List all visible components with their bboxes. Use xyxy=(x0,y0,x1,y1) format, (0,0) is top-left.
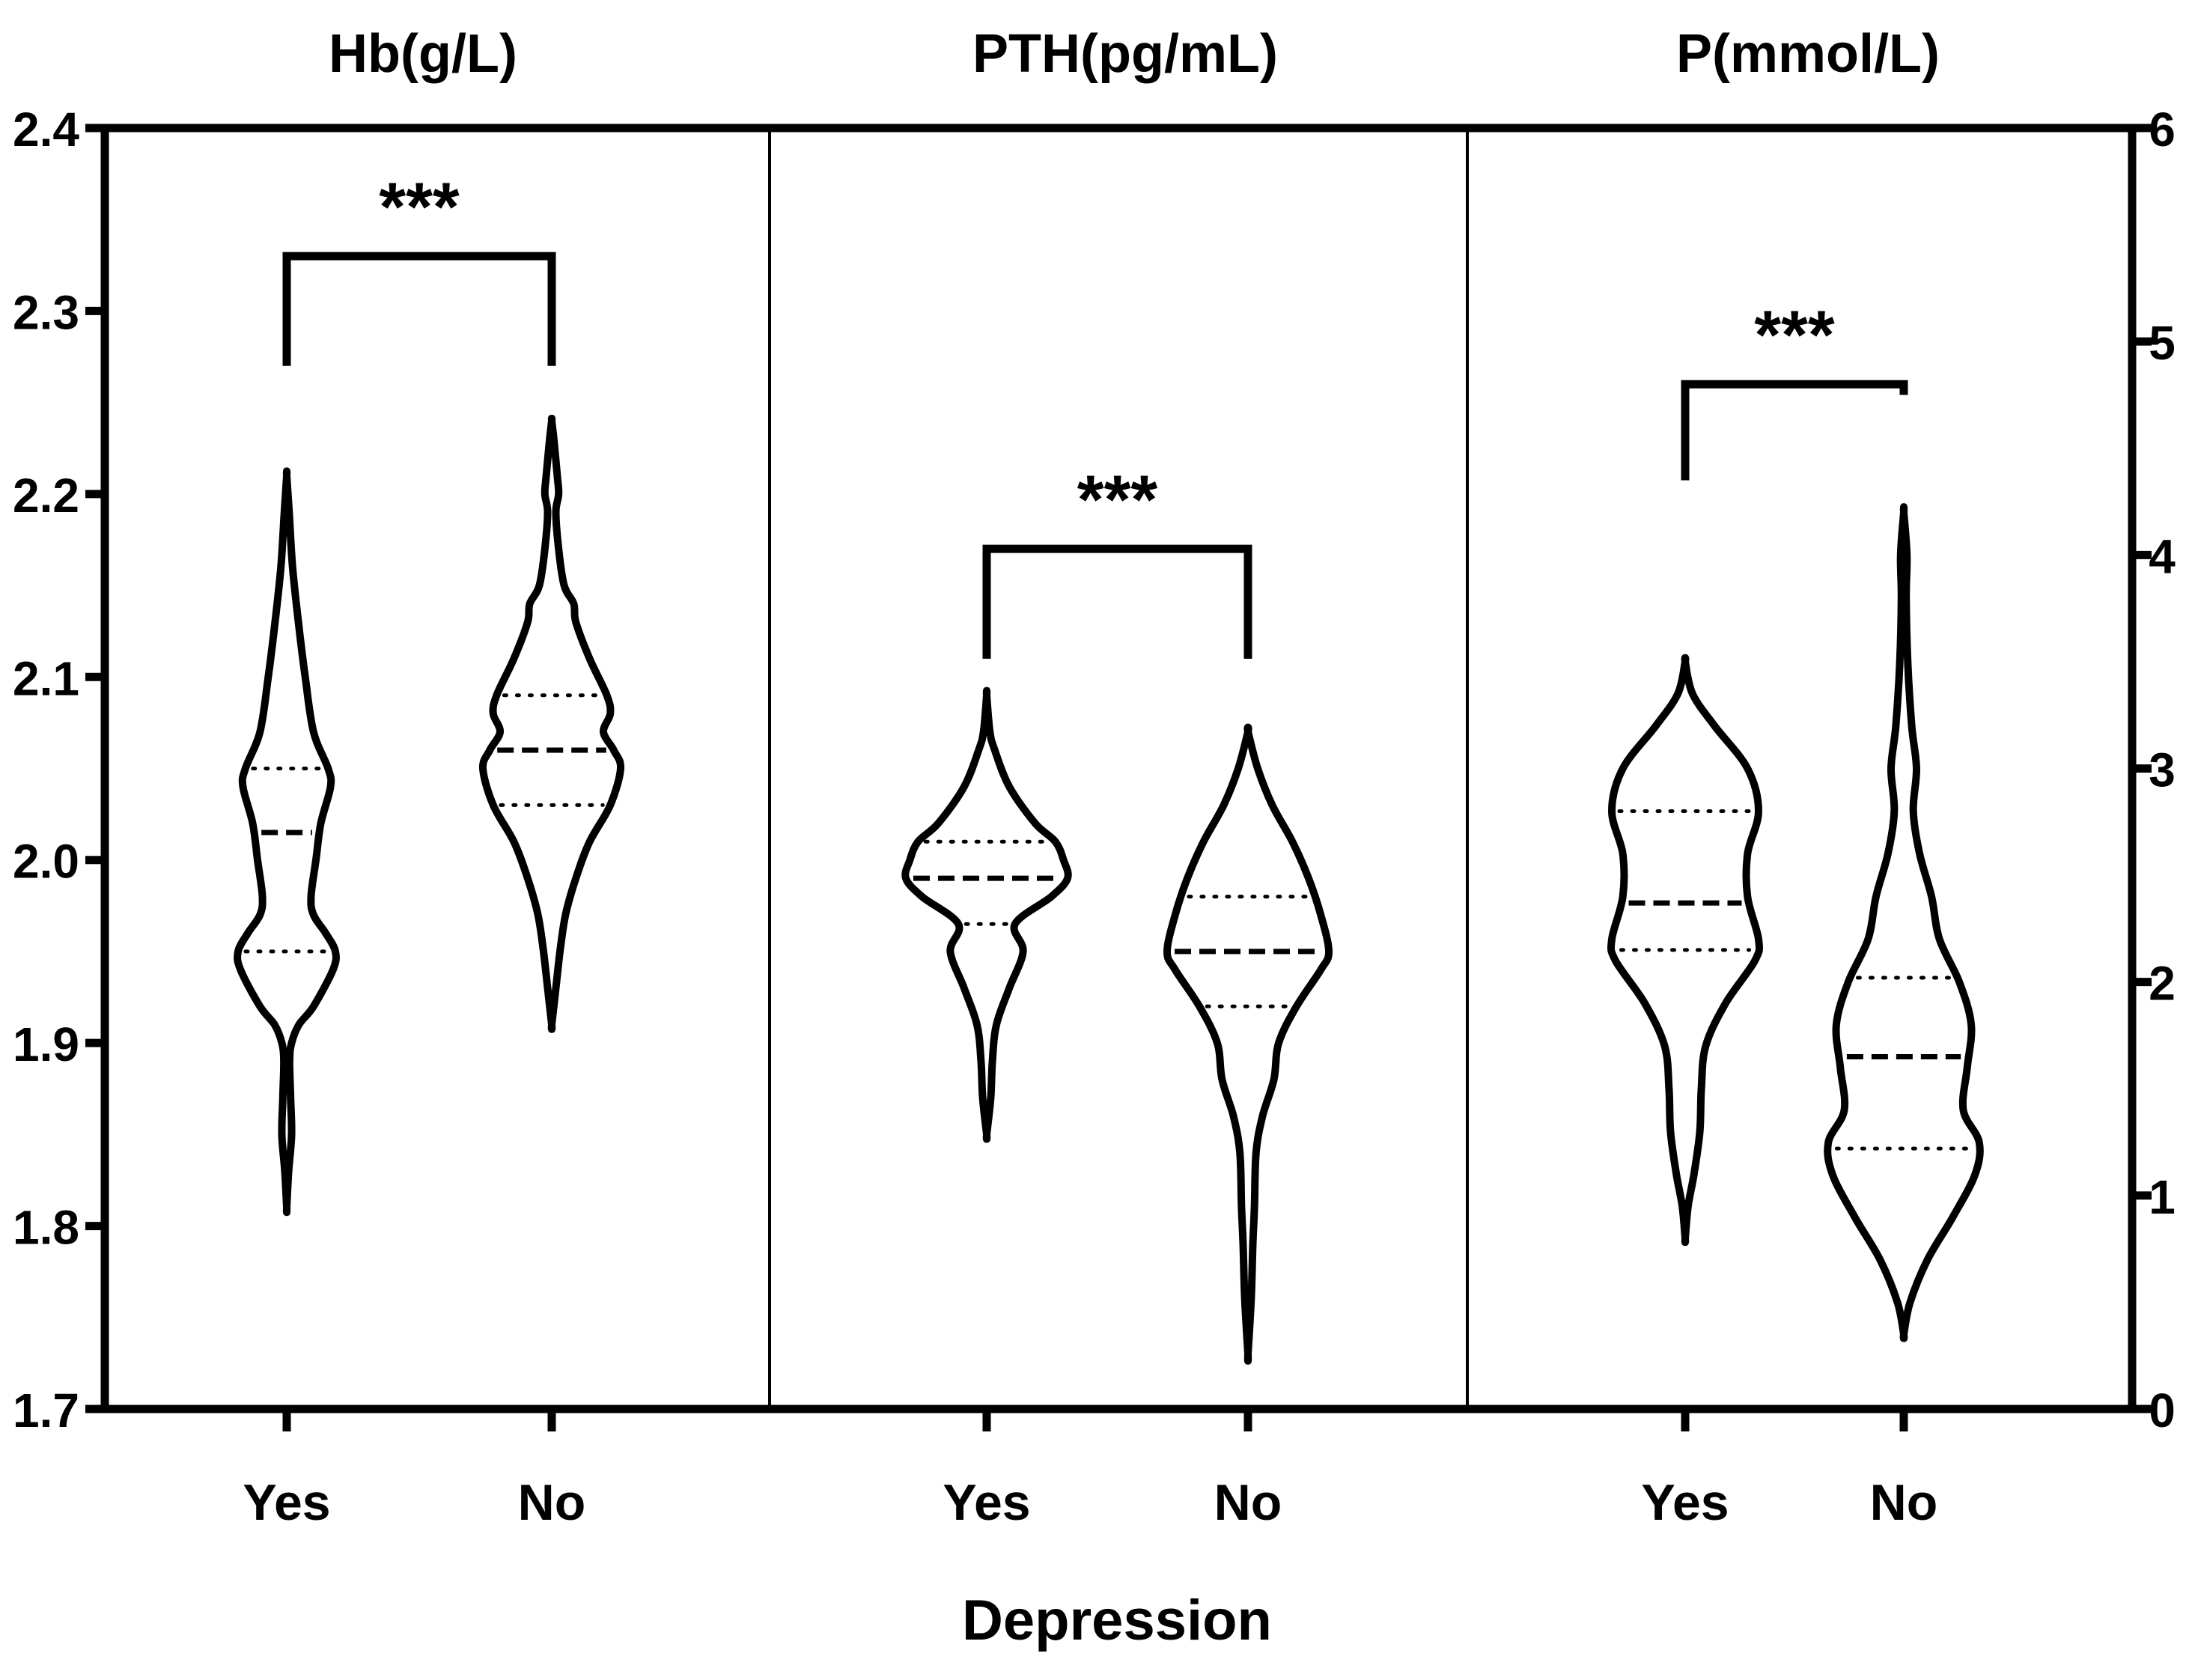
left-axis-tick-label: 1.9 xyxy=(13,1017,79,1071)
left-axis-tick-label: 2.3 xyxy=(13,285,79,339)
left-axis-tick-label: 2.1 xyxy=(13,651,79,705)
violin-no xyxy=(1163,723,1333,1365)
significance-stars: *** xyxy=(1754,297,1835,374)
violin-yes xyxy=(234,467,340,1217)
panel-title: PTH(pg/mL) xyxy=(972,24,1278,84)
right-axis-tick-label: 1 xyxy=(2149,1170,2176,1224)
left-axis-tick-label: 1.8 xyxy=(13,1201,79,1255)
x-tick-label: Yes xyxy=(943,1474,1030,1531)
x-tick-label: No xyxy=(1870,1474,1938,1531)
significance-stars: *** xyxy=(1077,462,1158,538)
x-tick-label: No xyxy=(518,1474,586,1531)
significance-bracket xyxy=(982,544,1252,659)
violin-no xyxy=(1824,503,1984,1342)
significance-bracket xyxy=(282,252,556,366)
panel-title: Hb(g/L) xyxy=(329,24,517,84)
x-axis-title: Depression xyxy=(962,1589,1272,1652)
significance-bracket xyxy=(1681,380,1908,481)
right-axis-tick-label: 6 xyxy=(2149,103,2176,156)
left-axis-tick-label: 2.4 xyxy=(13,103,79,156)
significance-stars: *** xyxy=(379,169,460,246)
panel-title: P(mmol/L) xyxy=(1676,24,1940,84)
right-axis-tick-label: 5 xyxy=(2149,316,2176,370)
x-tick-label: Yes xyxy=(1641,1474,1729,1531)
x-tick-label: Yes xyxy=(243,1474,330,1531)
x-tick-label: No xyxy=(1214,1474,1282,1531)
right-axis-tick-label: 0 xyxy=(2149,1384,2176,1437)
violin-no xyxy=(478,415,625,1033)
left-axis-tick-label: 2.2 xyxy=(13,469,79,523)
right-axis-tick-label: 2 xyxy=(2149,957,2176,1011)
violin-yes xyxy=(901,687,1072,1143)
right-axis-tick-label: 4 xyxy=(2149,529,2176,583)
left-axis-tick-label: 2.0 xyxy=(13,835,79,889)
right-axis-tick-label: 3 xyxy=(2149,743,2176,797)
left-axis-tick-label: 1.7 xyxy=(13,1384,79,1437)
